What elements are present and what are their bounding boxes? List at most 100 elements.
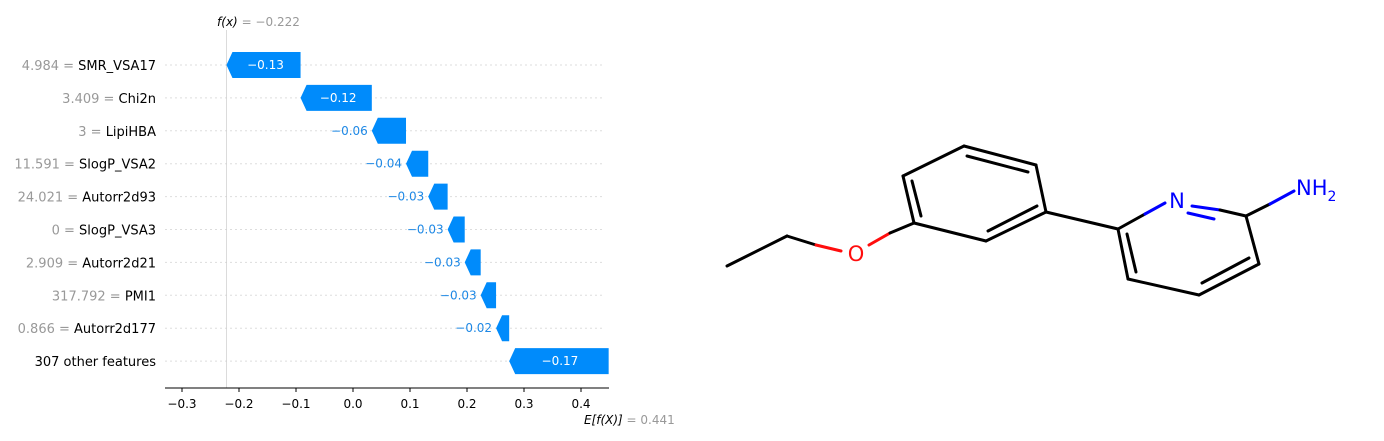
bar-value-label: −0.02	[455, 321, 492, 335]
feature-label: 317.792 = PMI1	[52, 289, 156, 304]
feature-name: Chi2n	[119, 92, 156, 107]
bond-o-c-red	[867, 231, 892, 247]
bond-benzene-double-1	[910, 179, 923, 218]
x-tick-label: −0.3	[167, 397, 196, 411]
waterfall-bar	[406, 150, 429, 177]
feature-value: 4.984 =	[22, 59, 78, 74]
bond-benzene-4	[1034, 163, 1048, 214]
waterfall-bar	[300, 84, 372, 111]
bar-value-label: −0.12	[320, 91, 357, 105]
feature-name: 307 other features	[35, 355, 157, 370]
bar-value-label: −0.04	[365, 157, 402, 171]
bar-value-label: −0.06	[331, 124, 368, 138]
feature-name: Autorr2d177	[74, 322, 156, 337]
bond-ethyl-1	[725, 234, 789, 268]
bond-c-o	[814, 243, 843, 253]
feature-label: 307 other features	[35, 355, 157, 370]
amine-label-main: NH	[1296, 176, 1328, 200]
feature-value: 3.409 =	[62, 92, 118, 107]
bond-ethyl-2	[785, 234, 818, 247]
bond-benzene-3	[962, 144, 1038, 167]
bond-benzene-6	[912, 221, 988, 243]
bond-pyridine-c2-n-black	[1116, 212, 1147, 231]
feature-label: 2.909 = Autorr2d21	[26, 256, 156, 271]
shap-waterfall-chart: −0.13 −0.12 −0.06 −0.04 −0.03 −0.03 −0.03 −0.03…	[14, 15, 675, 427]
feature-name: SMR_VSA17	[78, 59, 156, 74]
x-axis: −0.3 −0.2 −0.1 0.0 0.1 0.2 0.3 0.4	[165, 387, 609, 411]
ex-label-value: = 0.441	[623, 413, 675, 427]
bar-value-label: −0.03	[387, 190, 424, 204]
grid-layer	[165, 64, 605, 362]
bond-biaryl	[1044, 210, 1120, 231]
expected-value-label: E[f(X)] = 0.441	[584, 413, 675, 427]
bond-c-nh2	[1268, 189, 1296, 206]
feature-label: 3.409 = Chi2n	[62, 92, 156, 107]
x-tick-label: −0.1	[281, 397, 310, 411]
waterfall-bar	[447, 216, 465, 243]
bar-value-label: −0.03	[440, 288, 477, 302]
feature-name: LipiHBA	[106, 125, 156, 140]
waterfall-bar	[226, 52, 301, 78]
feature-name: Autorr2d93	[82, 191, 156, 206]
feature-value: 0 =	[52, 224, 79, 239]
feature-label: 24.021 = Autorr2d93	[18, 191, 156, 206]
bond-pyridine-4	[1126, 277, 1201, 297]
fx-label-value: = −0.222	[238, 15, 300, 29]
x-tick-label: 0.0	[343, 397, 362, 411]
feature-value: 0.866 =	[18, 322, 74, 337]
waterfall-bar	[371, 117, 407, 144]
feature-name: SlogP_VSA3	[79, 224, 156, 239]
nitrogen-atom-label: N	[1169, 189, 1185, 213]
bond-c-nh2-black	[1244, 202, 1272, 218]
bond-benzene-1	[901, 174, 916, 225]
bar-value-label: −0.13	[247, 58, 284, 72]
bars-layer: −0.13 −0.12 −0.06 −0.04 −0.03 −0.03 −0.03 −0.03…	[226, 52, 609, 375]
fx-label: f(x) = −0.222	[217, 15, 300, 29]
fx-label-name: f(x)	[217, 15, 238, 29]
feature-label: 4.984 = SMR_VSA17	[22, 59, 156, 74]
bond-pyridine-double-3	[1125, 232, 1138, 274]
feature-label: 11.591 = SlogP_VSA2	[14, 158, 156, 173]
bond-benzene-5	[984, 210, 1048, 243]
bond-pyridine-double-2	[1200, 256, 1251, 285]
bar-value-label: −0.03	[407, 223, 444, 237]
bond-benzene-2	[901, 144, 966, 178]
bond-o-c	[888, 221, 916, 235]
x-tick-label: 0.4	[571, 397, 590, 411]
x-tick-label: 0.3	[514, 397, 533, 411]
bond-pyridine-3	[1197, 262, 1261, 297]
bar-value-label: −0.17	[542, 354, 579, 368]
feature-label: 3 = LipiHBA	[78, 125, 156, 140]
feature-label: 0.866 = Autorr2d177	[18, 322, 156, 337]
feature-name: PMI1	[125, 289, 156, 304]
feature-name: SlogP_VSA2	[79, 158, 156, 173]
bond-pyridine-c2-n	[1143, 201, 1167, 216]
bond-pyridine-2	[1244, 214, 1261, 266]
amine-label: NH2	[1296, 176, 1336, 205]
waterfall-bar	[496, 315, 510, 342]
bond-benzene-double-3	[986, 204, 1039, 233]
bond-pyridine-n-c6	[1190, 204, 1222, 212]
waterfall-bar	[480, 282, 497, 309]
x-tick-label: −0.2	[224, 397, 253, 411]
x-tick-label: 0.1	[400, 397, 419, 411]
feature-value: 11.591 =	[14, 158, 79, 173]
molecule-bonds	[725, 144, 1296, 297]
oxygen-atom-label: O	[848, 242, 865, 266]
feature-value: 317.792 =	[52, 289, 125, 304]
feature-label: 0 = SlogP_VSA3	[52, 224, 156, 239]
molecule-structure: O N NH2	[725, 144, 1336, 297]
ex-label-name: E[f(X)]	[584, 413, 623, 427]
bond-pyridine-n-c6-double	[1186, 211, 1216, 221]
waterfall-bar	[509, 348, 609, 375]
feature-name: Autorr2d21	[82, 256, 156, 271]
feature-value: 24.021 =	[18, 191, 83, 206]
waterfall-bar	[428, 183, 448, 210]
feature-value: 2.909 =	[26, 256, 82, 271]
bond-pyridine-5	[1116, 227, 1130, 281]
bar-value-label: −0.03	[424, 255, 461, 269]
waterfall-bar	[464, 249, 481, 276]
amine-label-subscript: 2	[1328, 189, 1337, 205]
bond-pyridine-c6	[1218, 208, 1248, 218]
feature-value: 3 =	[78, 125, 105, 140]
